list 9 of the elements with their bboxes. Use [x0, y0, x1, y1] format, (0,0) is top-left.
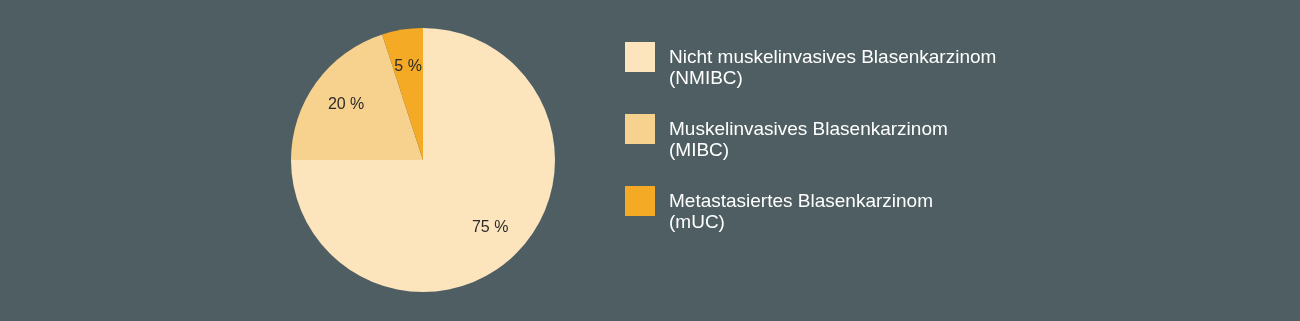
data-label: 20 % — [327, 95, 365, 113]
legend-label: Nicht muskelinvasives Blasenkarzinom (NMIBC) — [669, 46, 997, 88]
pie-slice — [291, 34, 423, 160]
pie-slice — [382, 28, 423, 160]
legend-label: Metastasiertes Blasenkarzinom (mUC) — [669, 190, 933, 232]
data-label: 75 % — [471, 218, 509, 236]
data-label: 5 % — [394, 57, 422, 75]
legend-label: Muskelinvasives Blasenkarzinom (MIBC) — [669, 118, 948, 160]
pie-slice — [291, 28, 555, 292]
